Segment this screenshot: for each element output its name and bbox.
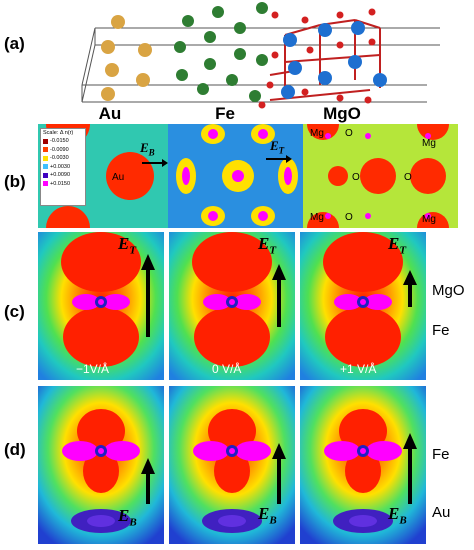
atom-label-au: Au [112,172,125,183]
au-atoms [101,15,152,101]
legend-entry: +0.0030 [41,163,85,172]
au-atom [111,15,125,29]
field-label-et: ET [270,138,285,156]
density-map-d-3 [300,386,426,544]
voltage-label: −1V/Å [76,362,110,376]
o-atom [271,11,279,19]
atom-label-mg: Mg [310,212,324,223]
density-map-d-1 [38,386,164,544]
density-map-b [38,124,458,228]
field-label-eb: EB [140,140,155,158]
au-atom [138,43,152,57]
fe-atom [256,54,268,66]
legend-entry: -0.0150 [41,137,85,146]
o-atoms [258,8,376,109]
section-label-mgo: MgO [323,104,361,123]
field-label-et: ET [258,234,277,257]
panel-label-c: (c) [4,302,25,321]
density-map-c-3 [300,232,426,380]
field-label-eb: EB [258,504,277,527]
panel-label-d: (d) [4,440,26,459]
mg-atom [373,73,387,87]
o-atom [368,8,376,16]
o-atom [364,96,372,104]
legend-entry: +0.0090 [41,171,85,180]
o-atom [301,88,309,96]
density-map-d-2 [169,386,295,544]
fe-atoms [174,2,268,102]
density-map-c-2 [169,232,295,380]
fe-atom [204,31,216,43]
au-atom [101,87,115,101]
voltage-label: 0 V/Å [212,362,242,376]
fe-atom [249,90,261,102]
fe-atom [234,22,246,34]
side-label-fe: Fe [432,322,450,339]
atom-label-o: O [404,172,412,183]
section-label-au: Au [98,104,122,123]
panel-label-b: (b) [4,172,26,191]
density-legend: Scale: Δ n(r) -0.0150 -0.0090 -0.0030 +0… [40,128,86,206]
side-label-au: Au [432,504,451,521]
fe-atom [204,58,216,70]
side-label-fe: Fe [432,446,450,463]
mg-atom [318,71,332,85]
density-map-c-1 [38,232,164,380]
o-atom [301,16,309,24]
legend-entry: -0.0090 [41,146,85,155]
field-label-eb: EB [388,504,407,527]
au-atom [105,63,119,77]
side-label-mgo: MgO [432,282,465,299]
mg-atom [351,21,365,35]
o-atom [271,51,279,59]
o-atom [368,38,376,46]
mg-atom [318,23,332,37]
o-atom [336,41,344,49]
atom-label-o: O [345,128,353,139]
o-atom [258,101,266,109]
fe-atom [226,74,238,86]
fe-atom [212,6,224,18]
fe-atom [256,2,268,14]
field-label-et: ET [118,234,137,257]
legend-entry: +0.0150 [41,180,85,189]
atom-label-o: O [352,172,360,183]
panel-label-a: (a) [4,34,25,53]
legend-title: Scale: Δ n(r) [43,130,74,136]
mg-atom [348,55,362,69]
section-label-fe: Fe [215,104,235,123]
atom-label-o: O [345,212,353,223]
o-atom [306,46,314,54]
atom-label-mg: Mg [310,128,324,139]
o-atom [336,11,344,19]
voltage-label: +1 V/Å [340,362,377,376]
structure-panel-a [81,2,440,109]
mg-atom [281,85,295,99]
fe-atom [182,15,194,27]
fe-atom [174,41,186,53]
mg-atoms [281,21,387,99]
fe-atom [197,83,209,95]
au-atom [101,40,115,54]
fe-atom [176,69,188,81]
au-atom [136,73,150,87]
fe-atom [234,48,246,60]
field-label-et: ET [388,234,407,257]
mg-atom [288,61,302,75]
atom-label-mg: Mg [422,138,436,149]
o-atom [266,81,274,89]
atom-label-mg: Mg [422,214,436,225]
mg-atom [283,33,297,47]
legend-entry: -0.0030 [41,154,85,163]
field-label-eb: EB [118,506,137,529]
o-atom [336,94,344,102]
